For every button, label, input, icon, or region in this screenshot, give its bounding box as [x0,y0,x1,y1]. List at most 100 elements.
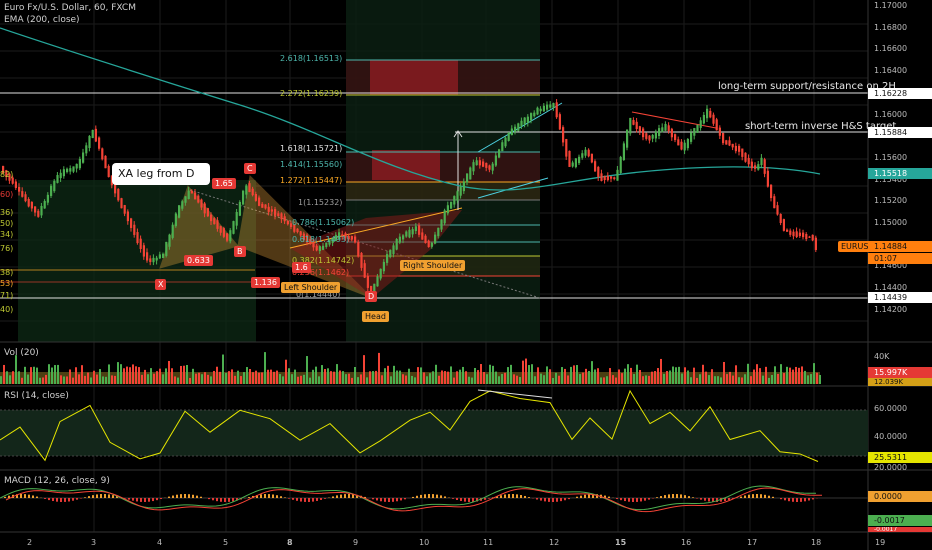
price-axis-label: 1.15400 [874,174,908,184]
point-x-label[interactable]: X [155,279,167,290]
volume-bar [273,371,275,384]
volume-bar [435,364,437,384]
volume-bar [624,368,626,384]
macd-bar [228,498,230,502]
candle-body [414,226,417,232]
volume-bar [684,367,686,384]
candle-body [574,158,577,168]
candle-body [350,235,353,240]
volume-bar [219,371,221,384]
volume-bar [90,377,92,384]
volume-bar [6,371,8,384]
macd-bar [700,498,702,500]
macd-bar [628,498,630,502]
volume-bar [486,374,488,384]
volume-bar [321,365,323,384]
volume-bar [636,364,638,384]
channel-lower [477,177,549,199]
time-axis-label: 15 [615,538,627,547]
candle-body [654,131,657,139]
macd-bar [108,494,110,498]
candle-body [626,129,629,148]
candle-body [184,196,187,203]
macd-bar [624,498,626,502]
left-shoulder-label[interactable]: Left Shoulder [281,282,341,293]
candle-body [478,160,481,166]
candle-body [53,180,56,192]
macd-bar [128,498,130,500]
candle-body [446,205,449,214]
target-annotation[interactable]: short-term inverse H&S target [745,121,897,132]
volume-bar [456,371,458,384]
volume-bar [546,366,548,384]
candle-body [216,220,219,229]
volume-bar [57,364,59,384]
fib-0: 0(1.14440) [296,290,341,299]
ratio-1136-label[interactable]: 1.136 [251,277,280,288]
macd-legend[interactable]: MACD (12, 26, close, 9) [4,476,110,486]
symbol-title[interactable]: Euro Fx/U.S. Dollar, 60, FXCM [4,3,136,13]
candle-body [283,216,286,222]
candle-body [427,240,430,248]
volume-bar [534,376,536,384]
volume-bar [27,374,29,384]
fib-left-label: 34) [0,230,14,239]
macd-bar [4,496,6,498]
ratio-0633-label[interactable]: 0.633 [184,255,213,266]
point-b-label[interactable]: B [234,246,246,257]
fib-left-label: 40) [0,305,14,314]
candle-body [363,263,366,278]
volume-bar [183,365,185,384]
volume-bar [789,367,791,384]
macd-bar [288,498,290,499]
price-axis-label: 1.15200 [874,196,908,206]
candle-body [606,175,609,181]
xa-leg-callout[interactable]: XA leg from D [112,163,210,185]
macd-bar [716,498,718,502]
macd-bar [456,498,458,500]
candle-body [520,120,523,126]
candle-body [162,253,165,258]
price-candles[interactable] [2,99,817,296]
macd-bar [236,498,238,501]
macd-bar [260,494,262,498]
candle-body [56,175,59,183]
candle-body [258,197,261,206]
time-axis-label: 16 [681,538,692,547]
candle-body [142,245,145,257]
rsi-legend[interactable]: RSI (14, close) [4,391,69,401]
candle-body [302,233,305,240]
candle-body [686,139,689,149]
right-shoulder-label[interactable]: Right Shoulder [400,260,466,271]
volume-bar [699,374,701,384]
volume-bar [411,375,413,384]
volume-bar [402,374,404,384]
volume-bar [336,364,338,384]
candle-body [702,114,705,124]
volume-bar [561,367,563,384]
candle-body [619,156,622,173]
macd-bar [232,498,234,502]
volume-bar [513,374,515,384]
point-d-label[interactable]: D [365,291,378,302]
head-label[interactable]: Head [362,311,389,322]
volume-bar [246,367,248,384]
macd-bar [676,494,678,498]
candle-body [514,126,517,132]
ratio-165-label[interactable]: 1.65 [212,178,236,189]
macd-bar [296,498,298,501]
volume-bar [450,366,452,384]
volume-bar [42,377,44,384]
support-annotation[interactable]: long-term support/resistance on 2H [718,81,896,92]
volume-bar [597,368,599,384]
fib-left-label: 82) [0,170,14,179]
candle-body [587,149,590,157]
ratio-16-label[interactable]: 1.6 [292,262,311,273]
point-c-label[interactable]: C [244,163,256,174]
volume-bar [333,371,335,384]
ema-legend[interactable]: EMA (200, close) [4,15,80,25]
volume-bar [573,365,575,384]
volume-legend[interactable]: Vol (20) [4,348,39,358]
candle-body [440,219,443,230]
macd-bar [388,498,390,502]
